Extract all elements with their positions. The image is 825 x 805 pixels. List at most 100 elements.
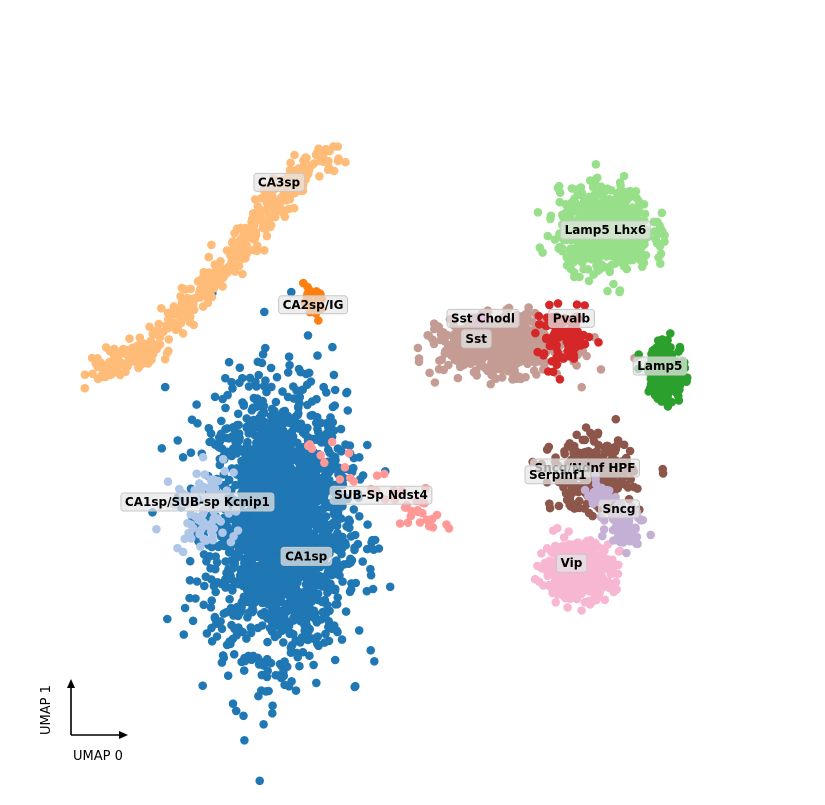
scatter-point	[300, 626, 310, 635]
scatter-point	[542, 445, 552, 454]
scatter-point	[640, 209, 650, 219]
scatter-point	[207, 596, 216, 605]
scatter-point	[243, 247, 252, 257]
scatter-point	[622, 196, 632, 205]
scatter-point	[263, 614, 272, 623]
scatter-point	[285, 604, 295, 614]
scatter-point	[546, 214, 555, 224]
scatter-point	[607, 579, 616, 589]
scatter-point	[283, 368, 293, 377]
scatter-point	[270, 613, 280, 623]
scatter-point	[286, 158, 295, 168]
scatter-point	[603, 286, 612, 296]
scatter-point	[240, 461, 250, 470]
scatter-point	[247, 454, 257, 464]
scatter-point	[251, 568, 261, 577]
scatter-point	[276, 519, 286, 528]
scatter-point	[207, 240, 216, 250]
scatter-point	[155, 332, 165, 342]
scatter-point	[515, 357, 524, 367]
scatter-point	[207, 575, 216, 584]
scatter-point	[271, 600, 281, 609]
scatter-point	[347, 579, 356, 588]
scatter-point	[584, 276, 594, 286]
scatter-point	[212, 273, 221, 282]
scatter-point	[231, 706, 241, 716]
scatter-point	[163, 323, 173, 333]
scatter-point	[280, 657, 289, 666]
scatter-point	[349, 505, 359, 514]
scatter-point	[257, 670, 267, 680]
cluster-ca3sp-points	[80, 142, 350, 393]
scatter-point	[324, 156, 333, 166]
scatter-point	[584, 192, 594, 202]
scatter-point	[266, 483, 275, 493]
scatter-point	[250, 430, 259, 440]
scatter-point	[257, 358, 267, 368]
scatter-point	[581, 538, 590, 548]
scatter-point	[298, 451, 308, 461]
scatter-point	[204, 269, 214, 278]
scatter-point	[503, 365, 512, 375]
scatter-point	[268, 709, 277, 718]
scatter-point	[293, 509, 302, 519]
scatter-point	[514, 331, 523, 341]
scatter-point	[298, 634, 307, 644]
scatter-point	[292, 386, 301, 395]
scatter-point	[199, 600, 208, 610]
scatter-point	[309, 159, 319, 168]
scatter-point	[333, 530, 342, 539]
scatter-point	[293, 529, 303, 538]
scatter-point	[234, 443, 244, 453]
scatter-point	[315, 172, 324, 181]
scatter-point	[185, 302, 194, 312]
scatter-point	[248, 215, 258, 225]
scatter-point	[674, 396, 684, 405]
scatter-point	[261, 376, 270, 385]
scatter-point	[366, 646, 376, 655]
scatter-point	[237, 572, 247, 581]
scatter-point	[223, 390, 232, 400]
scatter-point	[160, 354, 170, 364]
scatter-point	[277, 501, 287, 511]
scatter-point	[110, 366, 119, 376]
scatter-point	[200, 581, 209, 591]
scatter-point	[563, 603, 572, 612]
scatter-point	[350, 545, 359, 555]
scatter-point	[224, 434, 234, 443]
scatter-point	[185, 556, 195, 566]
scatter-point	[252, 382, 261, 391]
scatter-point	[266, 222, 275, 232]
scatter-point	[570, 272, 579, 282]
scatter-point	[193, 419, 202, 428]
scatter-point	[309, 660, 318, 670]
scatter-point	[572, 430, 581, 440]
scatter-point	[257, 523, 267, 533]
scatter-point	[568, 255, 577, 264]
scatter-point	[532, 370, 541, 379]
scatter-point	[577, 382, 586, 392]
scatter-point	[253, 623, 263, 633]
scatter-point	[619, 171, 629, 181]
scatter-point	[212, 558, 222, 567]
scatter-point	[605, 267, 615, 277]
scatter-point	[273, 446, 283, 456]
scatter-point	[227, 377, 236, 387]
scatter-point	[533, 561, 542, 571]
scatter-point	[163, 614, 172, 624]
scatter-point	[255, 657, 265, 666]
scatter-point	[577, 606, 586, 615]
scatter-point	[185, 576, 195, 585]
scatter-point	[271, 554, 281, 563]
scatter-point	[471, 352, 481, 361]
scatter-point	[312, 678, 321, 688]
scatter-point	[451, 329, 460, 338]
scatter-point	[216, 617, 225, 626]
scatter-point	[293, 537, 302, 547]
scatter-point	[311, 461, 320, 470]
scatter-point	[124, 346, 134, 356]
scatter-point	[188, 616, 198, 626]
scatter-point	[279, 638, 288, 647]
scatter-point	[524, 303, 533, 312]
scatter-point	[460, 353, 469, 363]
